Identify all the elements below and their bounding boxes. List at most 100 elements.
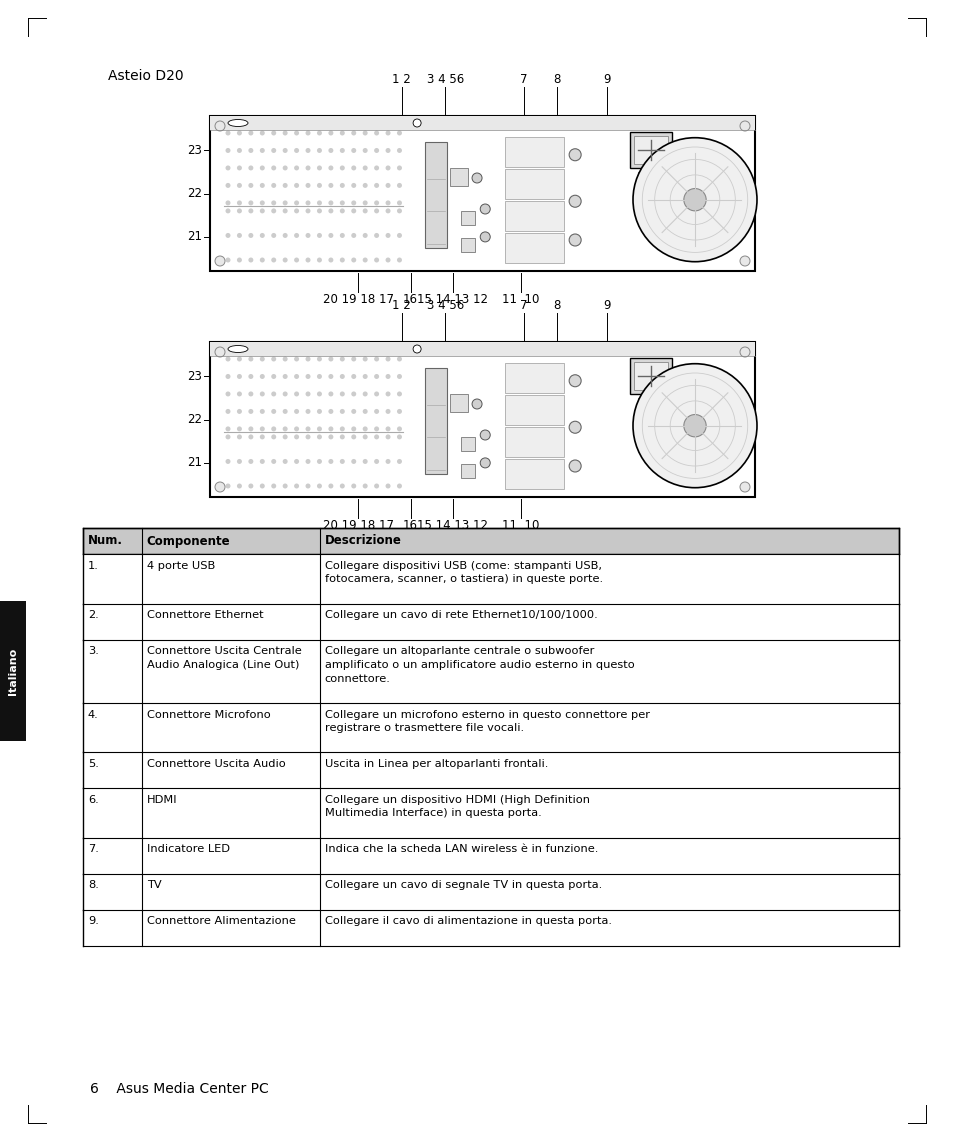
Circle shape <box>740 256 749 266</box>
Circle shape <box>214 256 225 266</box>
Circle shape <box>248 408 253 414</box>
Circle shape <box>362 165 367 170</box>
Text: 23: 23 <box>187 370 202 382</box>
Text: registrare o trasmettere file vocali.: registrare o trasmettere file vocali. <box>324 723 523 733</box>
Circle shape <box>385 391 390 396</box>
Circle shape <box>362 130 367 136</box>
Circle shape <box>316 435 321 439</box>
Text: 9: 9 <box>602 73 610 86</box>
Circle shape <box>396 427 401 431</box>
Circle shape <box>271 148 276 153</box>
Circle shape <box>385 209 390 213</box>
Circle shape <box>225 374 231 379</box>
Circle shape <box>385 435 390 439</box>
Circle shape <box>305 209 310 213</box>
Circle shape <box>385 427 390 431</box>
Circle shape <box>374 148 378 153</box>
Circle shape <box>385 374 390 379</box>
Circle shape <box>259 209 265 213</box>
Circle shape <box>259 391 265 396</box>
Bar <box>425 369 447 474</box>
Circle shape <box>740 121 749 131</box>
Circle shape <box>282 183 288 188</box>
Circle shape <box>259 130 265 136</box>
Circle shape <box>316 459 321 464</box>
Circle shape <box>385 356 390 362</box>
Bar <box>460 238 475 252</box>
Circle shape <box>316 408 321 414</box>
Circle shape <box>385 459 390 464</box>
Circle shape <box>294 183 299 188</box>
Circle shape <box>362 201 367 205</box>
Text: 6    Asus Media Center PC: 6 Asus Media Center PC <box>90 1082 269 1097</box>
Text: Collegare un cavo di segnale TV in questa porta.: Collegare un cavo di segnale TV in quest… <box>324 881 601 890</box>
Circle shape <box>339 391 344 396</box>
Bar <box>83 909 898 946</box>
Circle shape <box>236 258 242 262</box>
Circle shape <box>236 148 242 153</box>
Text: Num.: Num. <box>88 534 123 548</box>
Circle shape <box>569 148 580 161</box>
Text: 15 14 13 12: 15 14 13 12 <box>416 293 488 306</box>
Bar <box>83 752 898 788</box>
Circle shape <box>294 459 299 464</box>
Circle shape <box>413 345 420 353</box>
Circle shape <box>396 435 401 439</box>
Bar <box>638 398 658 408</box>
Bar <box>210 342 754 356</box>
Circle shape <box>351 459 355 464</box>
Circle shape <box>683 414 705 437</box>
Circle shape <box>248 165 253 170</box>
Circle shape <box>305 183 310 188</box>
Circle shape <box>339 374 344 379</box>
Circle shape <box>225 201 231 205</box>
Bar <box>83 555 898 604</box>
Circle shape <box>282 356 288 362</box>
Text: amplificato o un amplificatore audio esterno in questo: amplificato o un amplificatore audio est… <box>324 659 634 670</box>
Text: Connettore Alimentazione: Connettore Alimentazione <box>147 916 295 926</box>
Text: Collegare il cavo di alimentazione in questa porta.: Collegare il cavo di alimentazione in qu… <box>324 916 611 926</box>
Circle shape <box>316 201 321 205</box>
Text: 7.: 7. <box>88 844 99 855</box>
Circle shape <box>351 233 355 238</box>
Circle shape <box>259 427 265 431</box>
Circle shape <box>248 356 253 362</box>
Text: Indica che la scheda LAN wireless è in funzione.: Indica che la scheda LAN wireless è in f… <box>324 844 598 855</box>
Circle shape <box>248 435 253 439</box>
Text: 11  10: 11 10 <box>501 293 538 306</box>
Circle shape <box>328 374 333 379</box>
Circle shape <box>294 484 299 488</box>
Circle shape <box>339 435 344 439</box>
Circle shape <box>316 484 321 488</box>
Circle shape <box>351 258 355 262</box>
Circle shape <box>396 130 401 136</box>
Circle shape <box>225 183 231 188</box>
Circle shape <box>236 484 242 488</box>
Text: 16: 16 <box>402 293 417 306</box>
Circle shape <box>351 209 355 213</box>
Circle shape <box>259 459 265 464</box>
Circle shape <box>396 209 401 213</box>
Circle shape <box>339 148 344 153</box>
Circle shape <box>374 356 378 362</box>
Circle shape <box>362 148 367 153</box>
Circle shape <box>225 209 231 213</box>
Circle shape <box>271 209 276 213</box>
Circle shape <box>374 435 378 439</box>
Circle shape <box>362 258 367 262</box>
Circle shape <box>328 427 333 431</box>
Bar <box>634 362 667 390</box>
Circle shape <box>259 408 265 414</box>
Circle shape <box>305 435 310 439</box>
Circle shape <box>259 233 265 238</box>
Bar <box>210 116 754 130</box>
Text: 16: 16 <box>402 519 417 532</box>
Circle shape <box>236 233 242 238</box>
Bar <box>504 459 563 489</box>
Circle shape <box>328 209 333 213</box>
Circle shape <box>362 408 367 414</box>
Circle shape <box>479 204 490 215</box>
Circle shape <box>328 356 333 362</box>
Circle shape <box>328 148 333 153</box>
Text: 1.: 1. <box>88 561 99 570</box>
